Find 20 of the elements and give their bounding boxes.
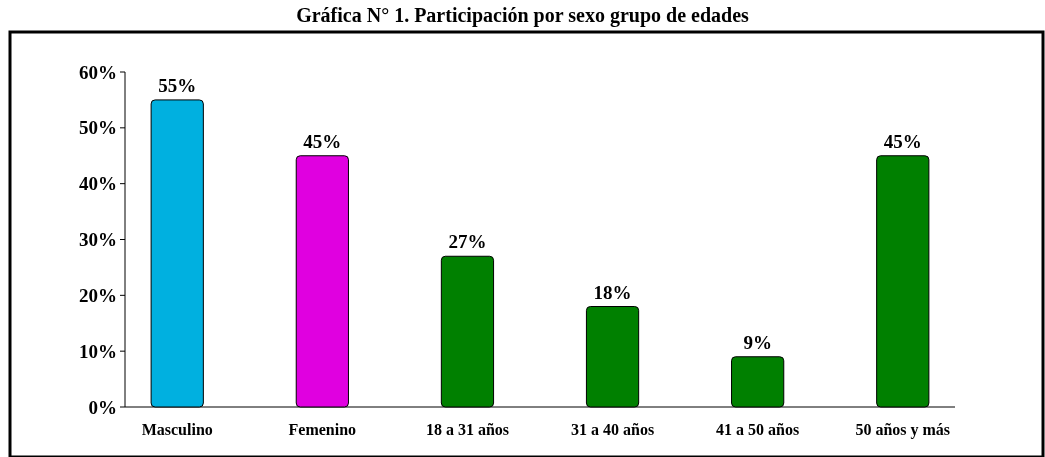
data-label: 18%	[593, 281, 632, 303]
data-label: 45%	[303, 130, 342, 152]
y-tick-label: 50%	[79, 117, 117, 139]
y-tick-label: 20%	[79, 284, 117, 306]
y-tick-label: 40%	[79, 173, 117, 195]
y-tick-label: 30%	[79, 229, 117, 251]
y-tick-label: 10%	[79, 340, 117, 362]
data-label: 9%	[743, 331, 772, 353]
x-tick-label: 41 a 50 años	[716, 421, 800, 438]
y-tick-label: 60%	[79, 61, 117, 83]
chart-title: Gráfica N° 1. Participación por sexo grupo de edades	[296, 4, 750, 27]
data-label: 55%	[158, 74, 197, 96]
y-tick-label: 0%	[88, 396, 117, 418]
x-tick-label: Femenino	[288, 421, 357, 438]
x-tick-label: 50 años y más	[855, 421, 951, 439]
x-tick-label: 31 a 40 años	[570, 421, 655, 438]
x-tick-label: Masculino	[141, 421, 213, 438]
x-tick-label: 18 a 31 años	[425, 421, 510, 438]
data-label: 27%	[448, 231, 487, 253]
data-label: 45%	[883, 130, 922, 152]
